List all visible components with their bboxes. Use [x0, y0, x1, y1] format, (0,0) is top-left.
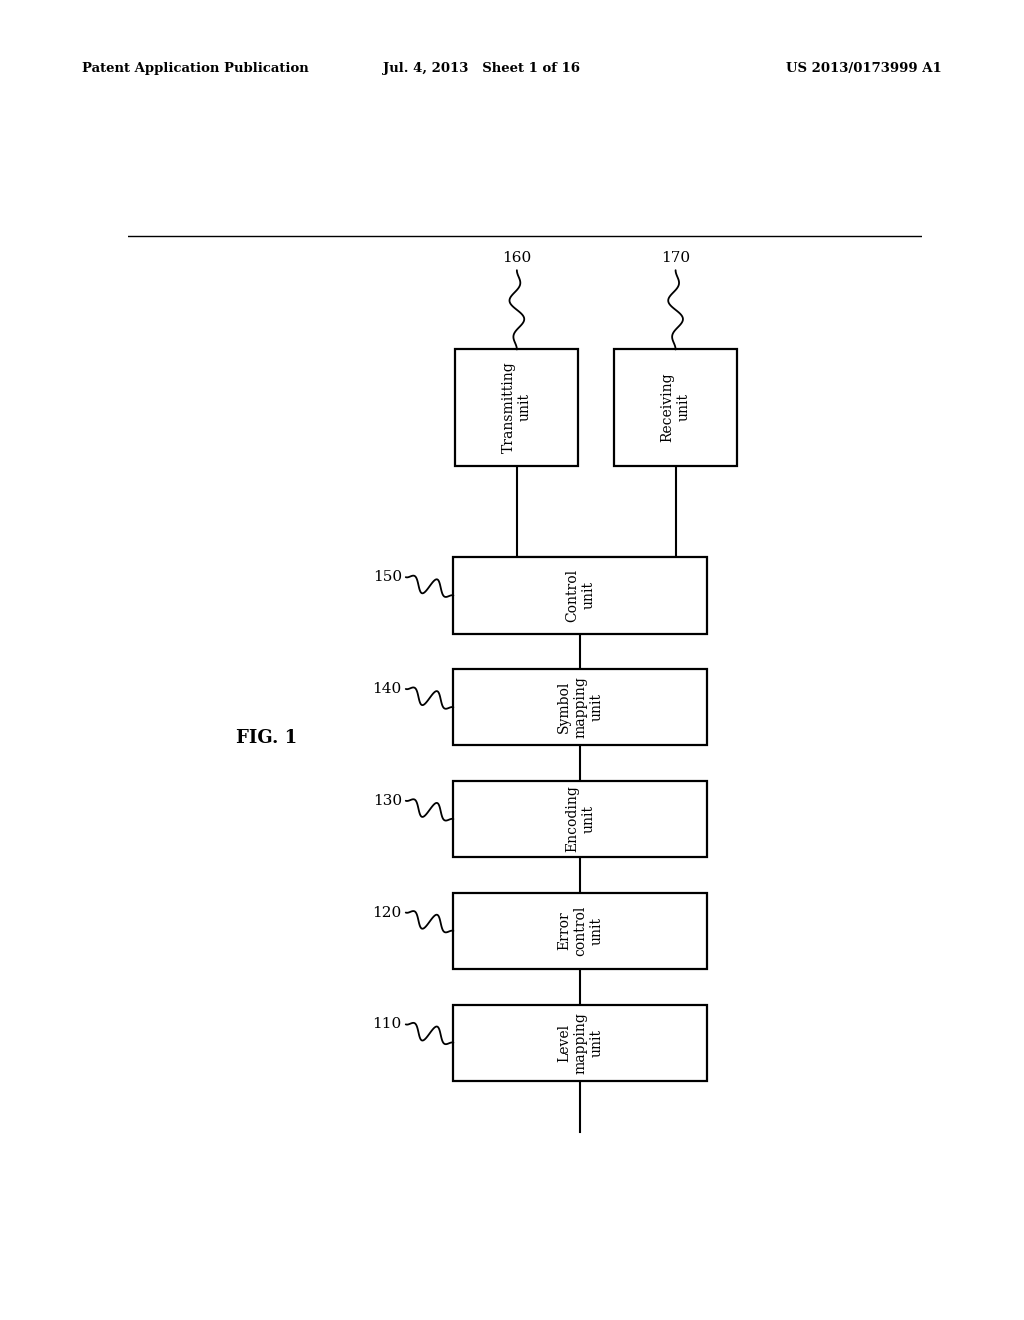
Text: 160: 160 — [502, 251, 531, 265]
Text: 110: 110 — [373, 1018, 401, 1031]
Bar — [454, 669, 708, 746]
Text: FIG. 1: FIG. 1 — [237, 729, 297, 747]
Text: Receiving
unit: Receiving unit — [660, 372, 690, 442]
Bar — [454, 781, 708, 857]
Text: US 2013/0173999 A1: US 2013/0173999 A1 — [786, 62, 942, 75]
Bar — [454, 557, 708, 634]
Text: 150: 150 — [373, 570, 401, 585]
Bar — [454, 892, 708, 969]
Text: Jul. 4, 2013   Sheet 1 of 16: Jul. 4, 2013 Sheet 1 of 16 — [383, 62, 580, 75]
Text: 170: 170 — [662, 251, 690, 265]
Bar — [456, 348, 579, 466]
Text: Error
control
unit: Error control unit — [557, 906, 603, 956]
Text: Encoding
unit: Encoding unit — [565, 785, 595, 853]
Text: 140: 140 — [373, 682, 401, 696]
Text: 130: 130 — [373, 793, 401, 808]
Text: Level
mapping
unit: Level mapping unit — [557, 1011, 603, 1073]
Text: Control
unit: Control unit — [565, 569, 595, 622]
Text: Patent Application Publication: Patent Application Publication — [82, 62, 308, 75]
Bar — [454, 1005, 708, 1081]
Bar — [614, 348, 737, 466]
Text: 120: 120 — [373, 906, 401, 920]
Text: Symbol
mapping
unit: Symbol mapping unit — [557, 676, 603, 738]
Text: Transmitting
unit: Transmitting unit — [502, 362, 531, 453]
